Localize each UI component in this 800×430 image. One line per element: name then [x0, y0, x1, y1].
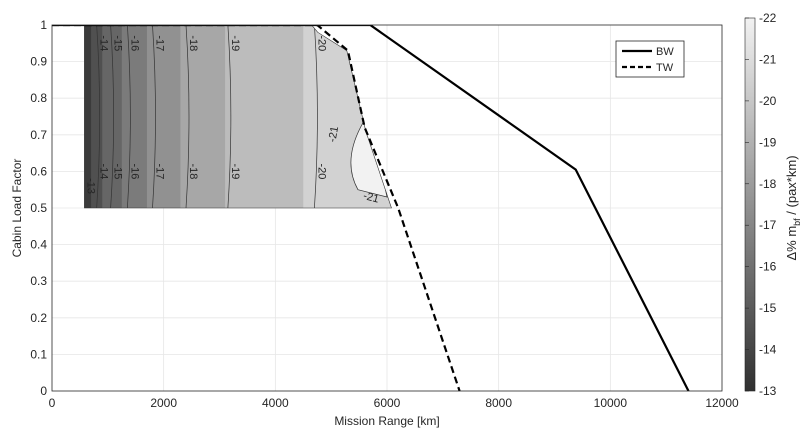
y-tick-label: 0.8	[30, 91, 47, 105]
y-tick-label: 0.1	[30, 347, 47, 361]
x-tick-label: 4000	[262, 396, 289, 410]
contour-label: -14	[98, 163, 110, 179]
colorbar-tick-label: -19	[759, 135, 777, 149]
contour-band	[121, 25, 148, 208]
contour-island	[350, 111, 388, 198]
y-tick-label: 1	[40, 18, 47, 32]
x-tick-labels: 0 2000 4000 6000 8000 10000 12000	[49, 396, 739, 410]
colorbar: -22 -21 -20 -19 -18 -17 -16 -15 -14 -13 Δ% mbf / …	[744, 11, 800, 398]
contour-label: -13	[85, 178, 97, 194]
contour-line	[152, 25, 156, 208]
contour-band	[84, 25, 92, 208]
y-tick-label: 0.5	[30, 201, 47, 215]
colorbar-tick-label: -20	[759, 94, 777, 108]
colorbar-tick-label: -22	[759, 11, 777, 25]
contour-band	[225, 25, 304, 208]
legend-box	[615, 40, 685, 78]
y-tick-label: 0.2	[30, 311, 47, 325]
colorbar-label: Δ% mbf / (pax*km)	[784, 155, 800, 260]
legend: BW TW	[615, 40, 685, 78]
x-tick-label: 2000	[150, 396, 177, 410]
x-tick-label: 10000	[594, 396, 628, 410]
contour-label: -16	[128, 35, 140, 51]
y-tick-label: 0.9	[30, 55, 47, 69]
y-tick-label: 0.6	[30, 164, 47, 178]
colorbar-tick-label: -15	[759, 301, 777, 315]
plot-frame	[51, 24, 723, 392]
colorbar-tick-label: -14	[759, 343, 777, 357]
series-line-bw	[52, 25, 690, 391]
contour-label: -17	[154, 35, 166, 51]
contour-label: -21	[327, 125, 342, 143]
y-tick-label: 0.3	[30, 274, 47, 288]
contour-label: -15	[112, 163, 124, 179]
contour-band	[91, 25, 103, 208]
y-tick-label: 0.7	[30, 128, 47, 142]
y-axis-label: Cabin Load Factor	[10, 159, 24, 258]
series-line-tw	[52, 25, 461, 391]
contour-label: -18	[187, 163, 199, 179]
colorbar-gradient	[744, 17, 756, 392]
x-tick-label: 12000	[705, 396, 739, 410]
contour-line	[185, 25, 190, 208]
y-tick-label: 0	[40, 384, 47, 398]
series-lines	[52, 25, 690, 391]
x-tick-label: 6000	[374, 396, 401, 410]
contour-label: -20	[315, 35, 327, 51]
contour-line	[227, 25, 232, 208]
contour-label: -20	[315, 163, 327, 179]
colorbar-tick-labels: -22 -21 -20 -19 -18 -17 -16 -15 -14 -13	[745, 11, 777, 398]
legend-label-tw: TW	[656, 62, 674, 74]
contour-label: -18	[187, 35, 199, 51]
colorbar-tick-label: -13	[759, 384, 777, 398]
contour-line	[127, 25, 131, 208]
colorbar-tick-label: -17	[759, 218, 777, 232]
contour-label: -21	[362, 190, 380, 206]
colorbar-tick-label: -16	[759, 260, 777, 274]
x-axis-label: Mission Range [km]	[334, 414, 439, 428]
contour-band	[102, 25, 123, 208]
colorbar-tick-label: -21	[759, 52, 777, 66]
contour-line	[314, 25, 318, 208]
contour-line	[96, 25, 101, 208]
contour-label: -15	[112, 35, 124, 51]
contour-line	[110, 25, 114, 208]
legend-label-bw: BW	[656, 46, 674, 58]
contour-label: -19	[229, 35, 241, 51]
y-tick-label: 0.4	[30, 238, 47, 252]
y-tick-labels: 0 0.1 0.2 0.3 0.4 0.5 0.6 0.7 0.8 0.9 1	[30, 18, 47, 398]
x-tick-label: 0	[49, 396, 56, 410]
colorbar-tick-label: -18	[759, 177, 777, 191]
contour-label: -17	[154, 163, 166, 179]
contour-label: -16	[128, 163, 140, 179]
contour-band	[146, 25, 181, 208]
x-tick-label: 8000	[485, 396, 512, 410]
contour-label: -19	[229, 163, 241, 179]
contour-label: -14	[98, 35, 110, 51]
